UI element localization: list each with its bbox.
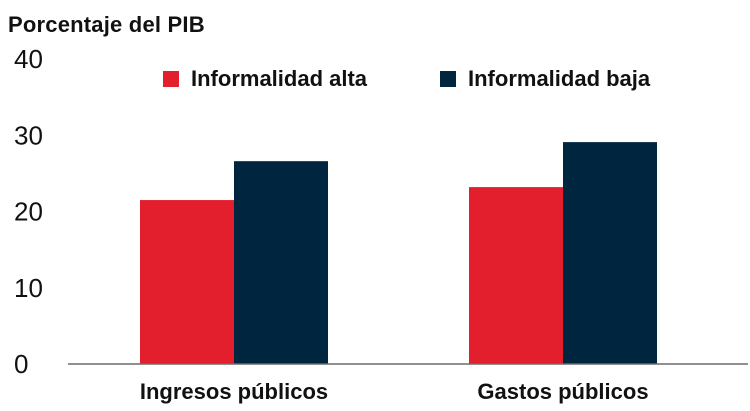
bar-informalidad-baja-0: [234, 161, 328, 364]
legend-item-informalidad-alta: Informalidad alta: [163, 66, 367, 92]
bar-informalidad-baja-1: [563, 142, 657, 364]
y-tick-label-20: 20: [14, 197, 43, 227]
y-axis-title: Porcentaje del PIB: [8, 12, 205, 37]
x-tick-label-0: Ingresos públicos: [140, 379, 328, 404]
bar-informalidad-alta-0: [140, 200, 234, 364]
y-tick-label-40: 40: [14, 44, 43, 74]
legend-label-informalidad-baja: Informalidad baja: [468, 66, 651, 91]
y-tick-label-0: 0: [14, 349, 28, 379]
x-tick-label-1: Gastos públicos: [477, 379, 648, 404]
bar-informalidad-alta-1: [469, 187, 563, 364]
y-tick-label-10: 10: [14, 273, 43, 303]
legend-label-informalidad-alta: Informalidad alta: [191, 66, 368, 91]
legend-item-informalidad-baja: Informalidad baja: [440, 66, 650, 92]
legend-swatch-informalidad-baja: [440, 71, 456, 87]
y-tick-label-30: 30: [14, 120, 43, 150]
legend-swatch-informalidad-alta: [163, 71, 179, 87]
